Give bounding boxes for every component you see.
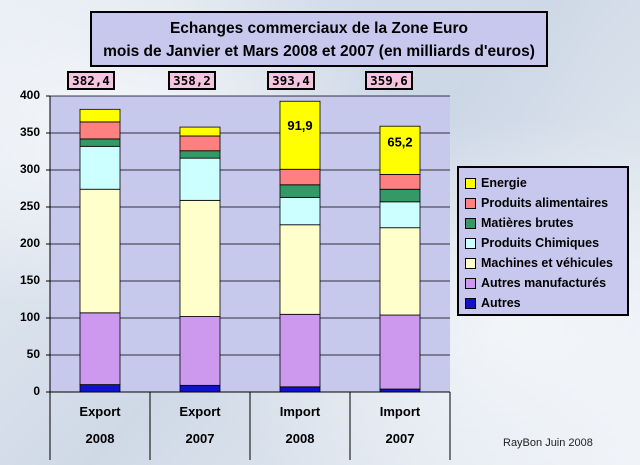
legend-label: Produits alimentaires (481, 196, 609, 210)
legend-label: Autres (481, 296, 521, 310)
bar-segment-3-1 (379, 314, 421, 390)
y-tick-label-350: 350 (19, 125, 40, 139)
legend-item-4: Machines et véhicules (465, 253, 627, 273)
bar-segment-3-3 (379, 201, 421, 229)
x-category-label-1-1: 2007 (185, 431, 215, 446)
legend-swatch (465, 177, 476, 189)
legend-label: Matières brutes (481, 216, 574, 230)
bar-segment-2-3 (279, 196, 321, 226)
x-category-label-1-0: Export (179, 404, 221, 419)
bar-segment-1-4 (179, 150, 221, 159)
y-tick-label-150: 150 (19, 273, 40, 287)
chart-title: Echanges commerciaux de la Zone Euro moi… (90, 11, 548, 67)
x-category-label-2-0: Import (279, 404, 321, 419)
data-label-2: 91,9 (287, 118, 312, 133)
legend: Energie Produits alimentaires Matières bru… (457, 166, 629, 316)
bar-segment-0-6 (79, 108, 121, 123)
bar-segment-1-0 (179, 384, 221, 393)
bar-segment-3-6 (379, 125, 421, 175)
bar-segment-2-4 (279, 184, 321, 198)
y-tick-label-400: 400 (19, 88, 40, 102)
total-label-import-2007: 359,6 (365, 71, 413, 90)
bar-segment-1-3 (179, 157, 221, 201)
x-category-label-2-1: 2008 (285, 431, 315, 446)
bar-segment-3-4 (379, 188, 421, 203)
y-tick-label-50: 50 (26, 347, 40, 361)
bar-segment-2-0 (279, 386, 321, 393)
bar-segment-1-2 (179, 199, 221, 317)
bar-segment-0-5 (79, 121, 121, 140)
y-tick-label-200: 200 (19, 236, 40, 250)
bar-segment-2-2 (279, 224, 321, 315)
legend-item-0: Energie (465, 173, 627, 193)
legend-label: Produits Chimiques (481, 236, 600, 250)
legend-swatch (465, 297, 476, 309)
legend-label: Machines et véhicules (481, 256, 614, 270)
legend-item-6: Autres (465, 293, 627, 313)
title-line-2: mois de Janvier et Mars 2008 et 2007 (en… (103, 43, 535, 60)
y-tick-label-0: 0 (33, 384, 40, 398)
total-label-export-2008: 382,4 (67, 71, 115, 90)
legend-swatch (465, 257, 476, 269)
bar-segment-2-1 (279, 313, 321, 388)
legend-swatch (465, 237, 476, 249)
legend-item-5: Autres manufacturés (465, 273, 627, 293)
title-line-1: Echanges commerciaux de la Zone Euro (169, 20, 469, 37)
y-tick-label-250: 250 (19, 199, 40, 213)
x-category-label-0-0: Export (79, 404, 121, 419)
bar-segment-0-1 (79, 312, 121, 386)
x-category-label-3-1: 2007 (385, 431, 415, 446)
bar-segment-0-3 (79, 145, 121, 190)
legend-item-3: Produits Chimiques (465, 233, 627, 253)
bar-segment-0-0 (79, 384, 121, 393)
bar-segment-1-5 (179, 135, 221, 152)
bar-segment-2-5 (279, 168, 321, 186)
data-label-3: 65,2 (387, 134, 412, 149)
bar-segment-3-2 (379, 227, 421, 316)
bar-segment-1-1 (179, 316, 221, 386)
legend-swatch (465, 217, 476, 229)
bar-segment-0-4 (79, 138, 121, 147)
x-category-label-3-0: Import (379, 404, 421, 419)
legend-swatch (465, 197, 476, 209)
x-category-label-0-1: 2008 (85, 431, 115, 446)
y-tick-label-300: 300 (19, 162, 40, 176)
credit-text: RayBon Juin 2008 (503, 437, 593, 449)
bar-segment-1-6 (179, 126, 221, 137)
legend-swatch (465, 277, 476, 289)
bar-segment-3-0 (379, 388, 421, 393)
legend-label: Energie (481, 176, 527, 190)
legend-label: Autres manufacturés (481, 276, 607, 290)
bar-segment-0-2 (79, 188, 121, 314)
bar-segment-3-5 (379, 174, 421, 190)
legend-item-1: Produits alimentaires (465, 193, 627, 213)
total-label-export-2007: 358,2 (168, 71, 216, 90)
total-label-import-2008: 393,4 (267, 71, 315, 90)
y-tick-label-100: 100 (19, 310, 40, 324)
bar-segment-2-6 (279, 100, 321, 170)
legend-item-2: Matières brutes (465, 213, 627, 233)
